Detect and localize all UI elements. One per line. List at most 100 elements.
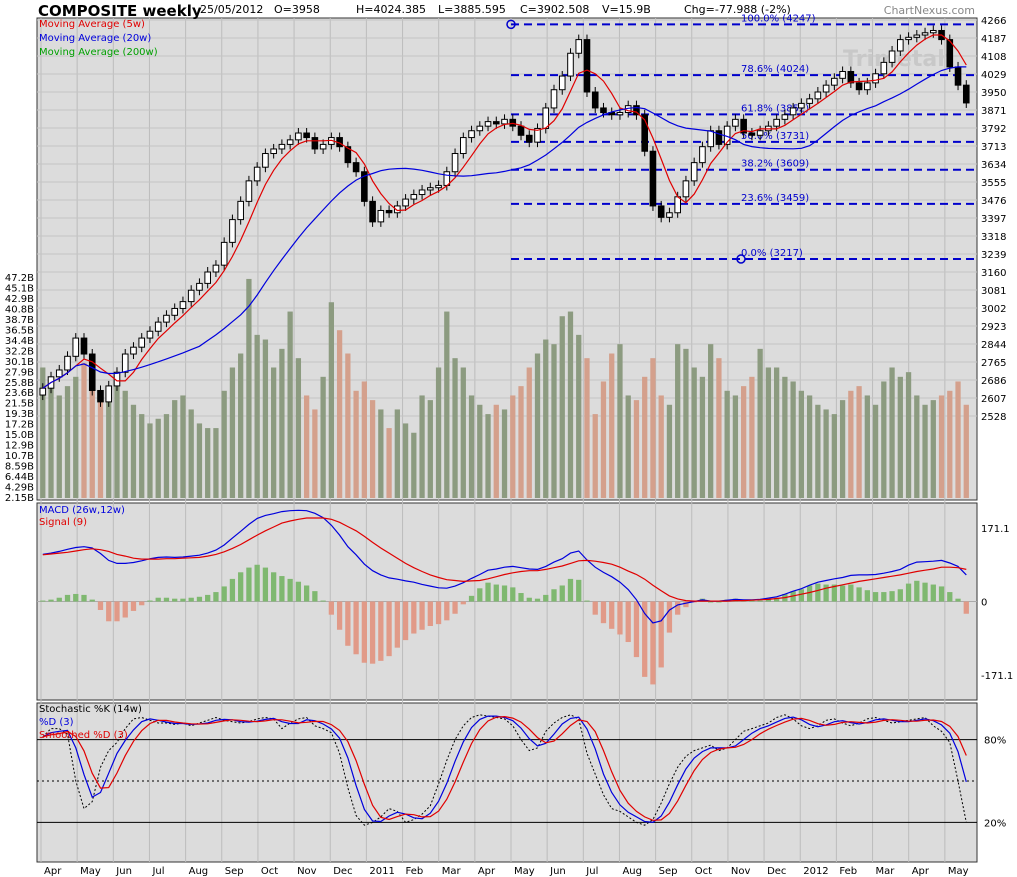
- volume-bar: [609, 353, 615, 498]
- volume-bar: [468, 395, 475, 498]
- macd-line: [42, 509, 967, 624]
- macd-histogram-bar: [369, 601, 376, 664]
- candle-body: [394, 205, 401, 214]
- price-tick-label: 3713: [981, 142, 1006, 153]
- header-open: O=3958: [274, 3, 320, 16]
- volume-bar: [64, 386, 71, 498]
- candle-body: [633, 105, 640, 116]
- price-tick-label: 3555: [981, 178, 1006, 189]
- candle-body: [831, 77, 838, 86]
- volume-bar: [295, 358, 302, 498]
- volume-bar: [600, 381, 607, 498]
- volume-bar: [452, 358, 458, 498]
- macd-histogram-bar: [930, 584, 936, 602]
- candle-body: [418, 189, 426, 196]
- macd-histogram-bar: [947, 592, 953, 602]
- macd-histogram-bar: [592, 601, 598, 615]
- candle-body: [649, 150, 657, 207]
- volume-bar: [658, 395, 664, 498]
- volume-bar: [97, 400, 104, 498]
- candle-body: [295, 132, 302, 141]
- volume-bar: [48, 381, 54, 498]
- macd-histogram-bar: [518, 593, 524, 602]
- candle-body: [962, 84, 970, 104]
- legend-ma20: Moving Average (20w): [39, 33, 152, 44]
- x-tick-label: Jun: [549, 866, 566, 877]
- macd-histogram-bar: [130, 601, 137, 611]
- macd-histogram-bar: [683, 601, 689, 608]
- macd-histogram-bar: [650, 601, 656, 685]
- price-tick-label: 3081: [981, 286, 1006, 297]
- volume-bar: [271, 367, 277, 498]
- macd-histogram-bar: [815, 583, 821, 602]
- price-tick-label: 4266: [981, 16, 1006, 27]
- volume-bar: [963, 404, 969, 498]
- volume-tick-label: 30.1B: [5, 357, 34, 368]
- macd-histogram-bar: [757, 600, 763, 602]
- macd-histogram-bar: [526, 597, 532, 602]
- x-tick-label: Feb: [406, 866, 424, 877]
- macd-histogram-bar: [254, 564, 260, 602]
- volume-bar: [147, 423, 153, 498]
- volume-bar: [518, 386, 524, 498]
- x-tick-label: Jul: [585, 866, 598, 877]
- legend-stoch-k: Stochastic %K (14w): [39, 704, 142, 715]
- stochastic-tick-label: 20%: [984, 818, 1006, 829]
- macd-histogram-bar: [658, 601, 664, 668]
- header-change: Chg=-77.988 (-2%): [684, 3, 791, 16]
- macd-histogram-bar: [336, 601, 343, 630]
- macd-histogram-bar: [303, 585, 310, 602]
- candle-body: [377, 209, 385, 223]
- volume-tick-label: 15.0B: [5, 430, 34, 441]
- macd-histogram-bar: [221, 586, 227, 602]
- macd-histogram-bar: [485, 582, 491, 602]
- macd-histogram-bar: [139, 601, 145, 606]
- volume-bar: [806, 395, 813, 498]
- x-tick-label: Dec: [767, 866, 786, 877]
- candle-body: [303, 132, 310, 139]
- macd-histogram-bar: [106, 601, 112, 622]
- volume-bar: [444, 311, 450, 498]
- candle-body: [748, 132, 756, 136]
- volume-bar: [732, 395, 739, 498]
- stochastic-smoothed-d-line: [42, 715, 967, 821]
- volume-bar: [419, 395, 425, 498]
- volume-bar: [708, 344, 714, 498]
- candle-body: [756, 130, 764, 136]
- macd-histogram-bar: [501, 585, 508, 602]
- volume-bar: [172, 400, 178, 498]
- macd-histogram-bar: [205, 594, 211, 602]
- candle-body: [641, 114, 649, 152]
- macd-histogram-bar: [386, 601, 392, 657]
- macd-histogram-bar: [97, 601, 104, 610]
- candle-body: [484, 121, 492, 127]
- macd-histogram-bar: [633, 601, 640, 658]
- macd-histogram-bar: [353, 601, 359, 655]
- macd-histogram-bar: [642, 601, 648, 677]
- chart-title: COMPOSITE weekly: [38, 2, 202, 20]
- volume-bar: [221, 390, 227, 498]
- header-date: 25/05/2012: [200, 3, 264, 16]
- price-tick-label: 3476: [981, 196, 1006, 207]
- price-tick-label: 4108: [981, 52, 1006, 63]
- legend-signal: Signal (9): [39, 517, 88, 528]
- header-high: H=4024.385: [356, 3, 426, 16]
- fibonacci-anchor-top: [506, 19, 516, 30]
- header-low: L=3885.595: [438, 3, 506, 16]
- volume-bar: [930, 400, 936, 498]
- macd-histogram-bar: [897, 589, 903, 602]
- volume-bar: [485, 414, 491, 498]
- site-name[interactable]: ChartNexus.com: [883, 4, 975, 17]
- macd-histogram-bar: [40, 600, 46, 602]
- candle-body: [864, 82, 871, 91]
- macd-histogram-bar: [534, 598, 541, 602]
- macd-histogram-bar: [543, 594, 549, 602]
- candle-body: [163, 314, 170, 323]
- price-tick-label: 3002: [981, 304, 1006, 315]
- volume-tick-label: 12.9B: [5, 441, 34, 452]
- candle-body: [872, 73, 879, 84]
- volume-bar: [666, 404, 673, 498]
- volume-bar: [411, 432, 417, 498]
- price-tick-label: 4187: [981, 34, 1006, 45]
- volume-tick-label: 45.1B: [5, 283, 34, 294]
